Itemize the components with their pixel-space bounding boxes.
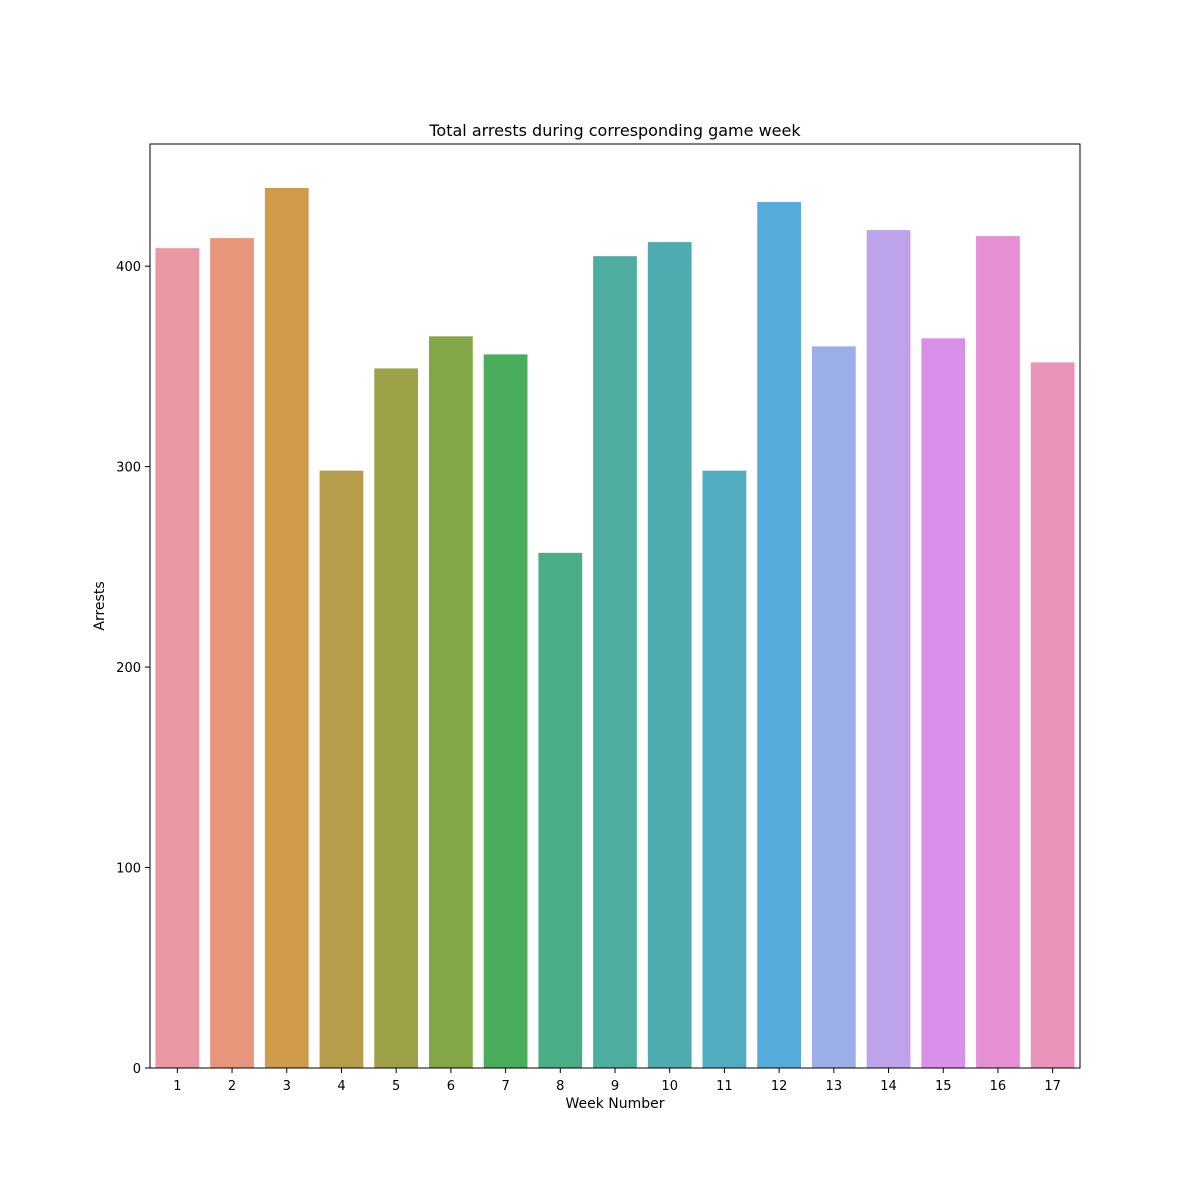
bar-week-16 xyxy=(976,236,1020,1068)
x-tick-label: 8 xyxy=(556,1079,564,1094)
x-tick-label: 5 xyxy=(392,1079,400,1094)
bar-week-1 xyxy=(155,248,200,1069)
x-tick-label: 1 xyxy=(173,1079,181,1094)
x-tick-label: 10 xyxy=(661,1079,678,1094)
x-tick-label: 12 xyxy=(771,1079,788,1094)
y-axis: 0 100 200 300 400 xyxy=(116,260,150,1077)
bar-week-9 xyxy=(593,256,637,1068)
bar-week-3 xyxy=(264,188,309,1068)
bar-week-13 xyxy=(811,346,856,1069)
y-tick-label: 300 xyxy=(116,461,141,476)
x-tick-label: 6 xyxy=(447,1079,455,1094)
bar-week-14 xyxy=(866,230,911,1068)
bars-group xyxy=(155,188,1075,1069)
bar-week-6 xyxy=(429,336,473,1068)
y-axis-label: Arrests xyxy=(92,581,108,630)
bar-week-2 xyxy=(210,238,254,1068)
x-tick-label: 2 xyxy=(228,1079,236,1094)
x-tick-label: 17 xyxy=(1044,1079,1061,1094)
y-tick-label: 0 xyxy=(133,1062,141,1077)
bar-week-4 xyxy=(319,470,364,1069)
x-axis-label: Week Number xyxy=(565,1096,664,1112)
bar-week-8 xyxy=(538,552,583,1068)
x-tick-label: 13 xyxy=(826,1079,843,1094)
bar-week-11 xyxy=(702,470,747,1069)
bar-week-12 xyxy=(757,202,801,1069)
chart-title: Total arrests during corresponding game … xyxy=(428,121,801,140)
y-tick-label: 400 xyxy=(116,260,141,275)
x-tick-label: 4 xyxy=(337,1079,345,1094)
bar-week-10 xyxy=(647,242,692,1069)
bar-week-5 xyxy=(374,368,419,1068)
x-tick-label: 14 xyxy=(880,1079,897,1094)
x-tick-label: 16 xyxy=(990,1079,1007,1094)
bar-week-15 xyxy=(921,338,966,1068)
x-tick-label: 11 xyxy=(716,1079,733,1094)
y-tick-label: 200 xyxy=(116,661,141,676)
x-tick-label: 9 xyxy=(611,1079,619,1094)
x-tick-label: 3 xyxy=(283,1079,291,1094)
bar-week-7 xyxy=(483,354,528,1068)
x-tick-label: 15 xyxy=(935,1079,952,1094)
bar-week-17 xyxy=(1030,362,1075,1068)
y-tick-label: 100 xyxy=(116,862,141,877)
x-axis: 1 2 3 4 5 6 7 8 9 10 11 12 13 14 15 16 17 xyxy=(173,1068,1061,1094)
x-tick-label: 7 xyxy=(501,1079,509,1094)
plot-frame xyxy=(149,143,1081,1069)
